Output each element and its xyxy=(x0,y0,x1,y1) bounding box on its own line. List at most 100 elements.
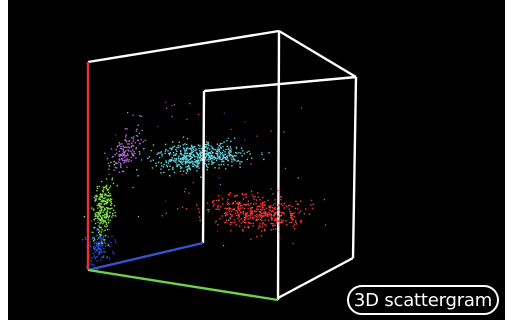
blue-point xyxy=(115,241,117,244)
cyan-point xyxy=(208,156,210,159)
green-point xyxy=(94,213,96,215)
red-point xyxy=(249,218,251,220)
green-point xyxy=(94,222,97,225)
green-point xyxy=(104,213,106,216)
cyan-point xyxy=(231,161,233,163)
blue-point xyxy=(90,245,92,248)
purple-point xyxy=(128,159,130,161)
purple-point xyxy=(117,161,120,163)
cyan-point xyxy=(232,156,234,158)
cyan-point xyxy=(175,159,177,161)
cyan-point xyxy=(179,153,181,155)
cyan-point xyxy=(198,156,200,158)
purple-point xyxy=(119,154,122,157)
red-point xyxy=(312,203,314,205)
cyan-point xyxy=(169,175,171,177)
cyan-point xyxy=(218,158,221,160)
green-point xyxy=(104,186,106,188)
cyan-point xyxy=(206,150,208,152)
cyan-point xyxy=(205,141,208,143)
cyan-point xyxy=(194,156,196,158)
scattergram-viewport[interactable]: 3D scattergram xyxy=(8,0,505,320)
cyan-point xyxy=(184,143,186,145)
red-point xyxy=(269,213,271,215)
cyan-point xyxy=(196,161,198,163)
cyan-point xyxy=(216,143,219,145)
cyan-point xyxy=(219,156,221,158)
blue-point xyxy=(98,248,101,250)
red-point xyxy=(219,217,221,220)
cyan-point xyxy=(199,153,201,155)
red-point xyxy=(243,216,245,219)
green-point xyxy=(105,178,108,180)
cyan-point xyxy=(173,171,176,174)
red-point xyxy=(244,213,247,216)
green-point xyxy=(97,216,99,218)
red-point xyxy=(247,200,250,202)
green-point xyxy=(105,226,107,228)
cyan-point xyxy=(166,166,168,168)
red-point xyxy=(260,235,263,237)
red-point xyxy=(233,208,236,211)
red-point xyxy=(284,167,286,169)
purple-point xyxy=(113,160,116,163)
cyan-point xyxy=(184,163,187,165)
purple-point xyxy=(123,154,125,156)
cyan-point xyxy=(179,165,182,168)
red-point xyxy=(250,222,252,225)
purple-point xyxy=(126,128,128,130)
green-point xyxy=(114,211,116,214)
blue-point xyxy=(104,251,106,253)
red-point xyxy=(241,205,243,207)
red-point xyxy=(252,222,254,224)
red-point xyxy=(260,219,263,221)
cyan-point xyxy=(182,163,184,166)
red-point xyxy=(256,236,258,238)
red-point xyxy=(294,227,296,230)
purple-point xyxy=(132,154,135,157)
purple-point xyxy=(122,170,125,172)
green-point xyxy=(101,207,103,209)
green-point xyxy=(106,215,108,217)
red-point xyxy=(263,204,265,206)
cyan-point xyxy=(249,153,251,155)
purple-point xyxy=(116,146,119,148)
cyan-point xyxy=(191,147,193,149)
red-point xyxy=(229,157,231,159)
cyan-point xyxy=(234,151,237,154)
cyan-point xyxy=(213,161,215,164)
cyan-point xyxy=(173,145,176,147)
red-point xyxy=(272,225,274,227)
blue-point xyxy=(96,260,98,262)
red-point xyxy=(264,219,266,221)
box-edge xyxy=(276,30,281,299)
red-point xyxy=(237,205,240,208)
green-point xyxy=(104,207,106,210)
cyan-point xyxy=(197,161,199,163)
green-point xyxy=(99,223,101,225)
purple-point xyxy=(133,151,135,153)
green-point xyxy=(104,200,106,202)
purple-point xyxy=(118,154,120,156)
green-point xyxy=(100,216,102,218)
red-point xyxy=(245,193,247,195)
red-point xyxy=(267,199,269,202)
green-point xyxy=(99,212,101,214)
blue-point xyxy=(109,241,112,244)
cyan-point xyxy=(191,163,194,165)
red-point xyxy=(260,211,262,213)
purple-point xyxy=(137,124,139,126)
red-point xyxy=(247,227,250,229)
red-point xyxy=(232,209,234,211)
cyan-point xyxy=(211,147,214,149)
cyan-point xyxy=(191,149,193,152)
red-point xyxy=(231,215,233,218)
red-point xyxy=(280,214,283,216)
green-point xyxy=(101,220,103,222)
red-point xyxy=(289,212,292,214)
scattergram-plot[interactable] xyxy=(8,0,505,320)
red-point xyxy=(292,218,294,221)
red-point xyxy=(269,206,271,208)
cyan-point xyxy=(177,146,180,149)
green-point xyxy=(104,193,106,195)
